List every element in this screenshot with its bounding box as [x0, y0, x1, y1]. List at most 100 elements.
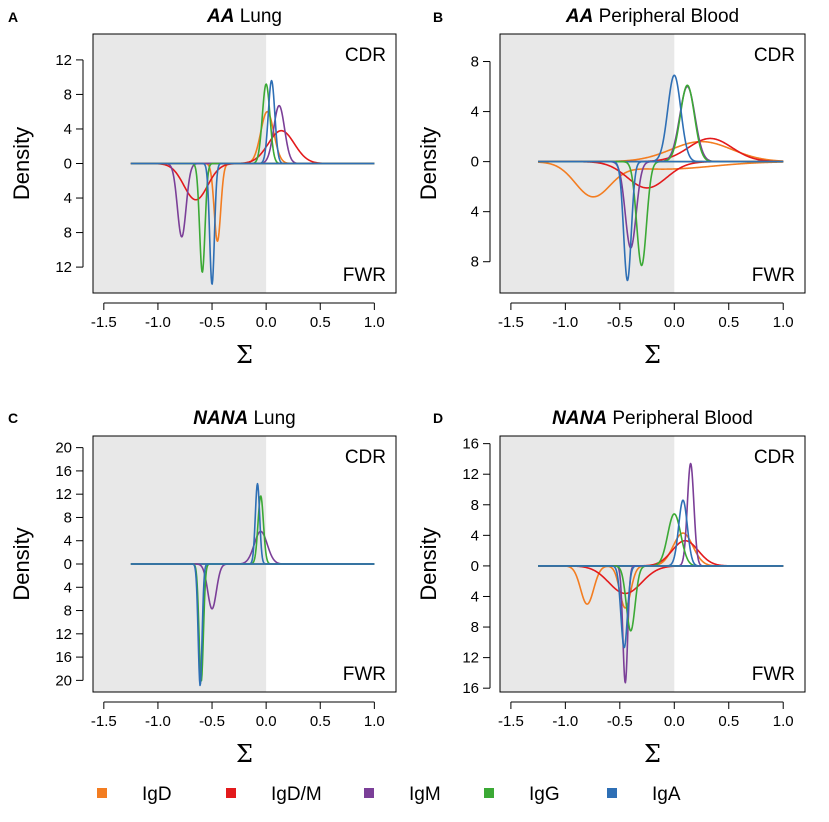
legend-swatch [226, 788, 236, 798]
legend-label: IgG [529, 784, 560, 805]
y-tick-label: 16 [55, 649, 72, 666]
y-tick-label: 12 [55, 259, 72, 276]
panel-d: -1.5 -1.0 -0.5 0.0 0.5 1.0 Σ 16 12 8 4 0 4 8 12 16 Densi… [416, 408, 806, 768]
panels-group: -1.5 -1.0 -0.5 0.0 0.5 1.0Σ128404812DensityCD… [8, 6, 806, 768]
legend: IgD IgD/M IgM IgG IgA [97, 784, 681, 805]
legend-item-igg: IgG [484, 784, 560, 805]
curves [537, 462, 784, 684]
x-axis-label: Σ [236, 341, 253, 369]
panel-title: AA Lung [206, 6, 282, 27]
fwr-curve-iga [537, 565, 784, 649]
cdr-label: CDR [345, 45, 386, 66]
y-tick-label: 4 [64, 190, 72, 207]
x-tick-label: 1.0 [773, 713, 794, 730]
x-tick-label: 0.0 [664, 314, 685, 331]
x-tick-label: -1.5 [498, 713, 524, 730]
x-tick-label: -1.0 [552, 314, 578, 331]
x-tick-label: 0.5 [718, 314, 739, 331]
y-tick-label: 16 [55, 463, 72, 480]
x-axis-label: Σ [644, 341, 661, 369]
x-tick-label: -1.5 [498, 314, 524, 331]
y-axis-label: Density [9, 527, 34, 600]
plot-frame [92, 435, 397, 693]
x-tick-label: 1.0 [364, 314, 385, 331]
panel-letter: A [8, 9, 18, 25]
legend-label: IgA [652, 784, 681, 805]
panel-title-group: AA [206, 6, 234, 27]
panel-title-group: AA [565, 6, 593, 27]
x-tick-label: 1.0 [773, 314, 794, 331]
panel-title: NANA Lung [193, 408, 295, 429]
curves [130, 482, 375, 687]
y-tick-label: 8 [64, 603, 72, 620]
x-axis-label: Σ [236, 740, 253, 768]
x-tick-label: -1.5 [91, 713, 117, 730]
y-tick-label: 8 [471, 497, 479, 514]
panel-letter: B [433, 9, 443, 25]
y-tick-label: 4 [471, 588, 479, 605]
y-axis-label: Density [416, 527, 441, 600]
y-tick-label: 4 [471, 527, 479, 544]
fwr-curve-iga [130, 563, 375, 687]
y-axis-label: Density [9, 127, 34, 200]
y-tick-label: 8 [471, 254, 479, 271]
y-tick-label: 4 [64, 579, 72, 596]
y-tick-label: 8 [471, 619, 479, 636]
x-tick-label: 0.0 [256, 713, 277, 730]
x-tick-label: -1.5 [91, 314, 117, 331]
fwr-curve-iga [130, 162, 375, 285]
y-tick-label: 8 [471, 54, 479, 71]
panel-title: NANA Peripheral Blood [552, 408, 753, 429]
y-axis-label: Density [416, 127, 441, 200]
y-tick-label: 0 [471, 154, 479, 171]
shaded-negative-region [500, 34, 675, 293]
fwr-label: FWR [343, 664, 386, 685]
y-tick-label: 20 [55, 672, 72, 689]
y-tick-label: 0 [64, 556, 72, 573]
y-tick-label: 12 [462, 466, 479, 483]
x-axis-label: Σ [644, 740, 661, 768]
panel-c: -1.5 -1.0 -0.5 0.0 0.5 1.0 Σ 20 16 12 8 4 0 4 8 12 16 20 D… [8, 408, 397, 768]
y-tick-label: 4 [64, 533, 72, 550]
y-tick-label: 8 [64, 225, 72, 242]
y-tick-label: 20 [55, 440, 72, 457]
x-tick-label: 0.5 [310, 314, 331, 331]
x-tick-label: 1.0 [364, 713, 385, 730]
legend-item-igd: IgD [97, 784, 172, 805]
y-tick-label: 4 [64, 121, 72, 138]
legend-swatch [607, 788, 617, 798]
legend-label: IgD [142, 784, 172, 805]
panel-letter: D [433, 410, 443, 426]
legend-swatch [364, 788, 374, 798]
x-tick-label: -0.5 [607, 713, 633, 730]
plot-frame [499, 435, 806, 693]
x-tick-label: -1.0 [145, 314, 171, 331]
legend-item-igm: IgM [364, 784, 441, 805]
y-tick-label: 8 [64, 509, 72, 526]
y-tick-label: 4 [471, 204, 479, 221]
cdr-label: CDR [345, 447, 386, 468]
panel-title-group: NANA [552, 408, 607, 429]
panel-letter: C [8, 410, 18, 426]
legend-swatch [97, 788, 107, 798]
legend-label: IgM [409, 784, 441, 805]
shaded-negative-region [500, 436, 675, 692]
panel-title-tissue: Lung [234, 6, 282, 27]
x-tick-label: -0.5 [199, 713, 225, 730]
y-tick-label: 0 [471, 558, 479, 575]
y-tick-label: 12 [462, 650, 479, 667]
panel-b: -1.5 -1.0 -0.5 0.0 0.5 1.0 Σ 8 4 0 4 8 Density CDR FWR… [416, 6, 806, 369]
y-tick-label: 12 [55, 486, 72, 503]
legend-item-iga: IgA [607, 784, 681, 805]
panel-title: AA Peripheral Blood [565, 6, 739, 27]
fwr-curve-igd [537, 161, 784, 198]
y-tick-label: 12 [55, 626, 72, 643]
curves [537, 74, 784, 282]
plot-frame [92, 33, 397, 294]
x-tick-label: 0.0 [256, 314, 277, 331]
cdr-label: CDR [754, 45, 795, 66]
plot-frame [499, 33, 806, 294]
x-tick-label: -0.5 [199, 314, 225, 331]
fwr-curve-iga [537, 160, 784, 282]
